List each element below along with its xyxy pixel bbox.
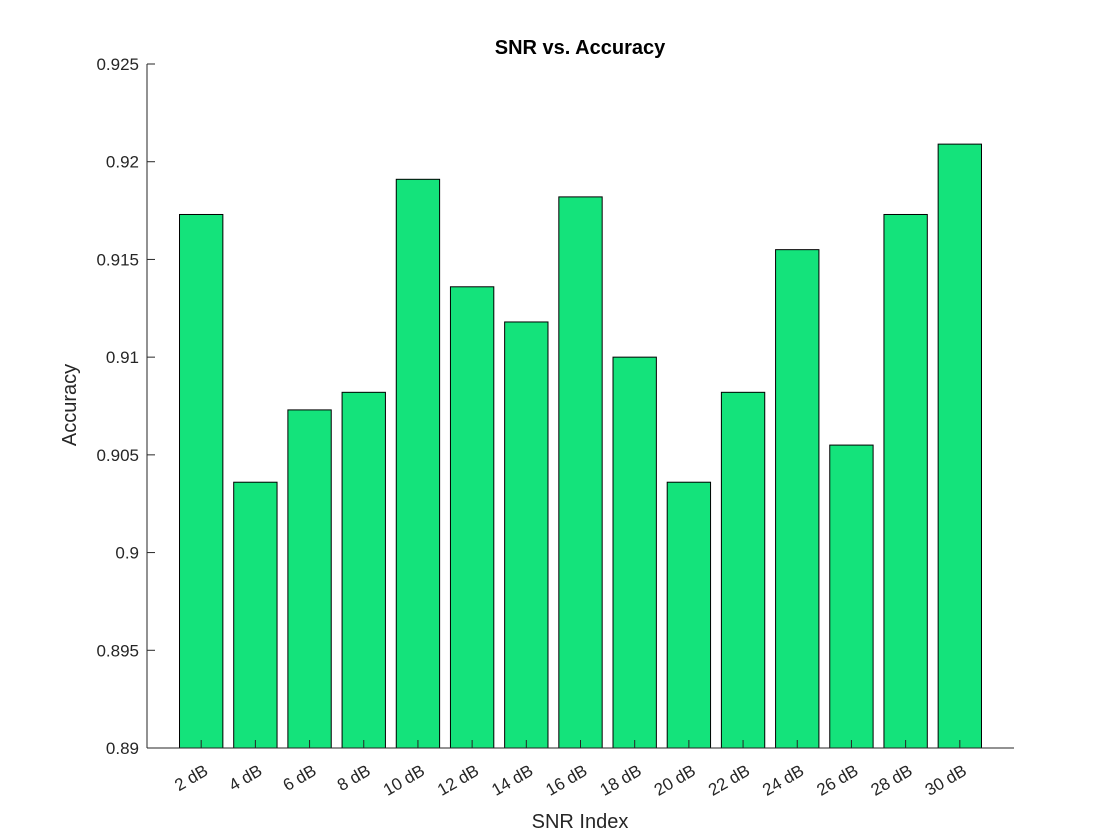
x-tick-label: 26 dB <box>813 761 861 800</box>
x-tick-label: 4 dB <box>226 761 266 795</box>
x-tick-label: 8 dB <box>334 761 374 795</box>
bar-8-db <box>341 391 386 749</box>
bar-30-db <box>937 143 982 749</box>
y-tick-label: 0.9 <box>115 544 139 563</box>
bar-20-db <box>666 481 712 749</box>
x-tick-label: 10 dB <box>380 761 428 800</box>
bars-group <box>179 143 982 749</box>
y-tick-label: 0.905 <box>96 446 139 465</box>
bar-10-db <box>395 178 441 749</box>
x-ticks-group: 2 dB 4 dB 6 dB 8 dB 10 dB 12 dB 14 dB 16 dB 18 d… <box>171 740 970 800</box>
x-tick-label: 14 dB <box>488 761 536 800</box>
x-tick-label: 6 dB <box>280 761 320 795</box>
x-axis-label: SNR Index <box>532 811 629 833</box>
y-tick-label: 0.92 <box>106 153 139 172</box>
bar-26-db <box>829 444 874 749</box>
chart-title: SNR vs. Accuracy <box>495 37 666 59</box>
y-tick-label: 0.895 <box>96 641 139 660</box>
x-tick-label: 16 dB <box>543 761 591 800</box>
x-tick-label: 12 dB <box>434 761 482 800</box>
bar-6-db <box>287 409 332 749</box>
bar-2-db <box>179 213 224 749</box>
bar-16-db <box>558 196 603 749</box>
x-tick-label: 30 dB <box>922 761 970 800</box>
y-ticks-group: 0.89 0.895 0.9 0.905 0.91 0.915 0.92 0.925 <box>96 55 155 758</box>
y-tick-label: 0.89 <box>106 739 139 758</box>
y-tick-label: 0.925 <box>96 55 139 74</box>
x-tick-label: 20 dB <box>651 761 699 800</box>
bar-24-db <box>775 249 820 749</box>
x-tick-label: 2 dB <box>171 761 211 795</box>
x-tick-label: 24 dB <box>759 761 807 800</box>
y-tick-label: 0.91 <box>106 348 139 367</box>
bar-4-db <box>233 481 278 749</box>
x-tick-label: 28 dB <box>868 761 916 800</box>
bar-14-db <box>504 321 549 749</box>
y-tick-label: 0.915 <box>96 250 139 269</box>
bar-18-db <box>612 356 657 749</box>
bar-12-db <box>449 286 495 749</box>
y-axis-label: Accuracy <box>59 364 81 446</box>
x-tick-label: 22 dB <box>705 761 753 800</box>
bar-28-db <box>883 213 928 749</box>
x-tick-label: 18 dB <box>597 761 645 800</box>
bar-22-db <box>720 391 766 749</box>
